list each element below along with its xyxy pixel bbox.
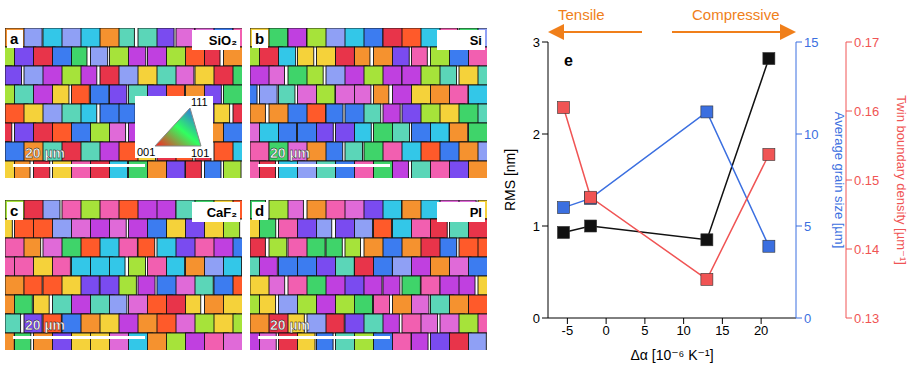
svg-text:101: 101 xyxy=(191,147,209,159)
svg-text:PI: PI xyxy=(470,205,482,220)
svg-text:0.15: 0.15 xyxy=(854,173,879,188)
svg-text:Compressive: Compressive xyxy=(692,6,780,23)
svg-text:0: 0 xyxy=(603,323,610,338)
svg-text:15: 15 xyxy=(715,323,729,338)
svg-text:5: 5 xyxy=(641,323,648,338)
svg-text:Δα [10⁻⁶ K⁻¹]: Δα [10⁻⁶ K⁻¹] xyxy=(630,347,713,363)
svg-text:1: 1 xyxy=(533,219,540,234)
svg-text:0: 0 xyxy=(533,311,540,326)
svg-text:3: 3 xyxy=(533,35,540,50)
svg-text:0.17: 0.17 xyxy=(854,35,879,50)
svg-text:10: 10 xyxy=(676,323,690,338)
svg-text:15: 15 xyxy=(804,35,818,50)
svg-text:2: 2 xyxy=(533,127,540,142)
svg-text:b: b xyxy=(255,30,264,47)
svg-text:CaF₂: CaF₂ xyxy=(207,205,238,220)
svg-text:a: a xyxy=(10,30,19,47)
svg-text:20 µm: 20 µm xyxy=(270,317,310,333)
svg-text:0.13: 0.13 xyxy=(854,311,879,326)
html-text:e: e xyxy=(564,52,573,69)
svg-text:-5: -5 xyxy=(562,323,574,338)
svg-text:10: 10 xyxy=(804,127,818,142)
svg-text:d: d xyxy=(255,202,264,219)
svg-text:001: 001 xyxy=(137,146,155,158)
svg-text:Si: Si xyxy=(470,33,482,48)
svg-text:20: 20 xyxy=(754,323,768,338)
svg-text:Tensile: Tensile xyxy=(558,6,605,23)
svg-text:0.16: 0.16 xyxy=(854,104,879,119)
svg-text:20 µm: 20 µm xyxy=(25,317,65,333)
svg-text:Average grain size [µm]: Average grain size [µm] xyxy=(832,112,847,249)
svg-text:Twin boundary density [µm⁻¹]: Twin boundary density [µm⁻¹] xyxy=(894,95,909,265)
svg-text:20 µm: 20 µm xyxy=(25,145,65,161)
svg-text:c: c xyxy=(10,202,18,219)
svg-text:5: 5 xyxy=(804,219,811,234)
svg-text:SiO₂: SiO₂ xyxy=(209,33,237,48)
svg-text:0: 0 xyxy=(804,311,811,326)
svg-text:0.14: 0.14 xyxy=(854,242,879,257)
svg-text:111: 111 xyxy=(191,96,208,108)
svg-text:20 µm: 20 µm xyxy=(270,145,310,161)
svg-text:RMS [nm]: RMS [nm] xyxy=(502,149,518,211)
